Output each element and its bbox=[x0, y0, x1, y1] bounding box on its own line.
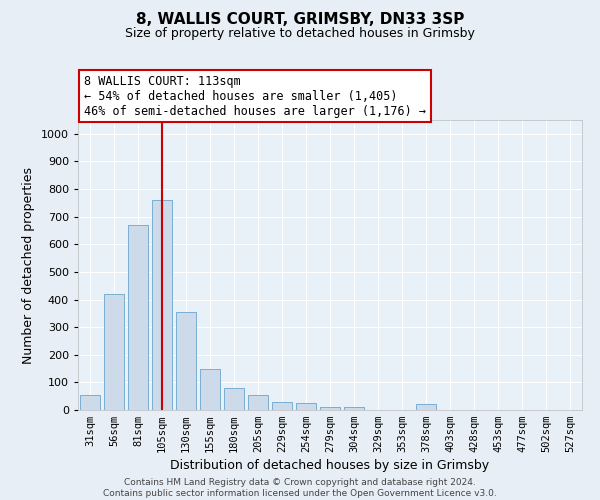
Bar bbox=[296, 403, 316, 410]
Bar bbox=[248, 395, 268, 410]
Bar bbox=[128, 225, 148, 410]
Text: 8, WALLIS COURT, GRIMSBY, DN33 3SP: 8, WALLIS COURT, GRIMSBY, DN33 3SP bbox=[136, 12, 464, 28]
Y-axis label: Number of detached properties: Number of detached properties bbox=[22, 166, 35, 364]
Bar bbox=[344, 407, 364, 410]
Bar bbox=[176, 312, 196, 410]
Text: Size of property relative to detached houses in Grimsby: Size of property relative to detached ho… bbox=[125, 28, 475, 40]
Bar bbox=[224, 388, 244, 410]
X-axis label: Distribution of detached houses by size in Grimsby: Distribution of detached houses by size … bbox=[170, 460, 490, 472]
Bar bbox=[200, 368, 220, 410]
Bar bbox=[152, 200, 172, 410]
Bar bbox=[80, 395, 100, 410]
Text: 8 WALLIS COURT: 113sqm
← 54% of detached houses are smaller (1,405)
46% of semi-: 8 WALLIS COURT: 113sqm ← 54% of detached… bbox=[84, 74, 426, 118]
Bar bbox=[416, 404, 436, 410]
Bar bbox=[104, 294, 124, 410]
Bar bbox=[272, 402, 292, 410]
Text: Contains HM Land Registry data © Crown copyright and database right 2024.
Contai: Contains HM Land Registry data © Crown c… bbox=[103, 478, 497, 498]
Bar bbox=[320, 407, 340, 410]
